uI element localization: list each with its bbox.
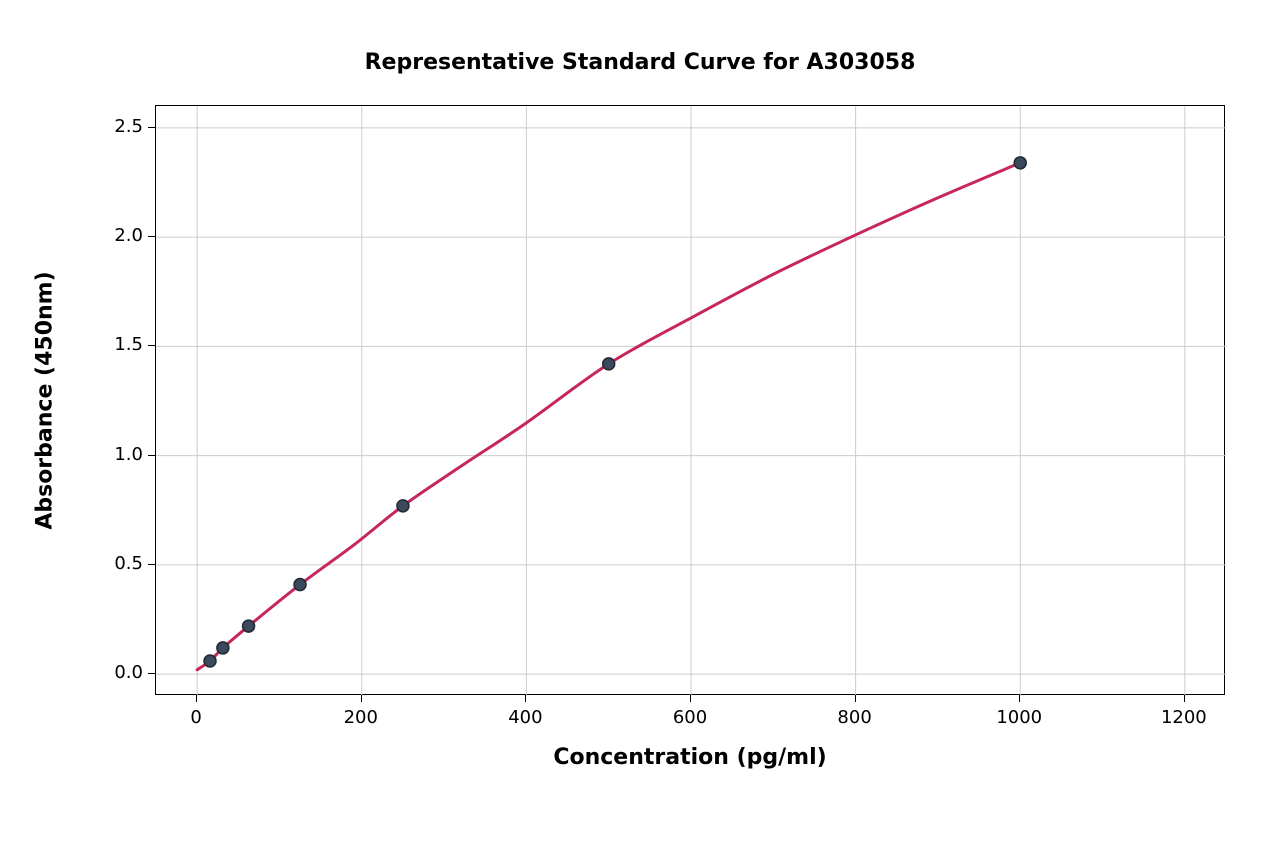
- y-tick-label: 1.5: [95, 334, 143, 355]
- x-tick-mark: [855, 695, 856, 702]
- y-tick-label: 2.5: [95, 116, 143, 137]
- y-tick-mark: [148, 345, 155, 346]
- x-tick-mark: [196, 695, 197, 702]
- x-tick-mark: [1184, 695, 1185, 702]
- y-tick-label: 0.5: [95, 553, 143, 574]
- y-tick-label: 1.0: [95, 444, 143, 465]
- y-tick-mark: [148, 564, 155, 565]
- x-tick-mark: [361, 695, 362, 702]
- y-tick-mark: [148, 127, 155, 128]
- x-tick-label: 600: [660, 707, 720, 728]
- y-tick-mark: [148, 455, 155, 456]
- y-axis-label: Absorbance (450nm): [33, 106, 58, 696]
- data-point-marker: [243, 620, 255, 632]
- y-tick-label: 2.0: [95, 225, 143, 246]
- plot-area: [155, 105, 1225, 695]
- x-tick-label: 1200: [1154, 707, 1214, 728]
- data-point-marker: [603, 358, 615, 370]
- x-axis-label: Concentration (pg/ml): [155, 745, 1225, 770]
- data-point-marker: [204, 655, 216, 667]
- y-tick-mark: [148, 236, 155, 237]
- data-point-marker: [217, 642, 229, 654]
- chart-svg: [156, 106, 1226, 696]
- x-tick-mark: [1019, 695, 1020, 702]
- x-tick-mark: [690, 695, 691, 702]
- x-tick-label: 400: [495, 707, 555, 728]
- data-point-marker: [1014, 157, 1026, 169]
- data-point-marker: [397, 500, 409, 512]
- data-point-marker: [294, 579, 306, 591]
- chart-container: Representative Standard Curve for A30305…: [0, 0, 1280, 845]
- x-tick-label: 800: [825, 707, 885, 728]
- chart-title: Representative Standard Curve for A30305…: [0, 50, 1280, 75]
- y-tick-mark: [148, 673, 155, 674]
- x-tick-label: 1000: [989, 707, 1049, 728]
- y-tick-label: 0.0: [95, 662, 143, 683]
- x-tick-label: 200: [331, 707, 391, 728]
- x-tick-label: 0: [166, 707, 226, 728]
- curve-line: [197, 163, 1020, 670]
- x-tick-mark: [525, 695, 526, 702]
